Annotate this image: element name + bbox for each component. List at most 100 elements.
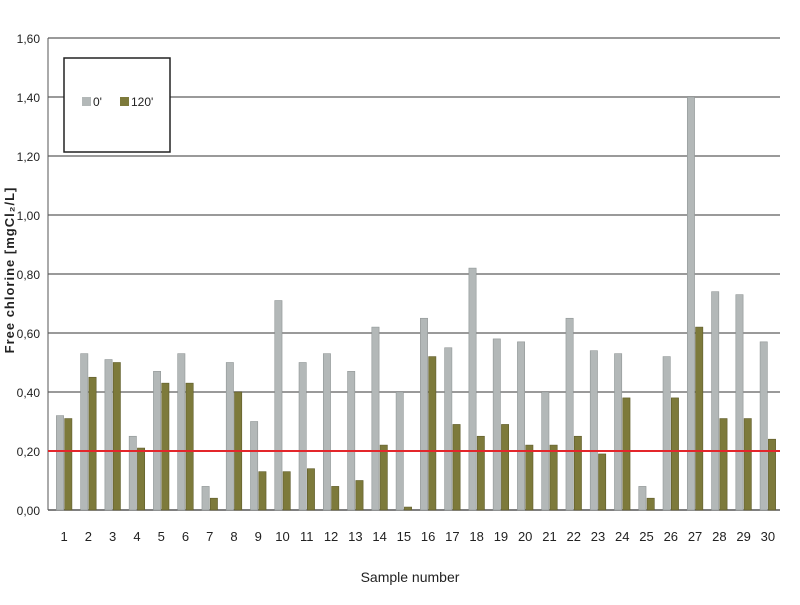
bar-s0-26 <box>662 356 671 511</box>
bar-s1-18 <box>476 435 485 511</box>
bar-s0-24 <box>614 353 623 511</box>
bar-s1-11 <box>306 468 315 511</box>
bar-s1-16 <box>428 356 437 511</box>
bar-s1-20 <box>525 444 534 511</box>
bar-s0-10 <box>274 300 283 511</box>
x-tick-label: 10 <box>275 529 289 544</box>
bar-s1-22 <box>573 435 582 511</box>
bar-s1-12 <box>331 486 340 511</box>
bar-s0-4 <box>128 435 137 511</box>
x-tick-label: 4 <box>133 529 140 544</box>
bar-s0-25 <box>638 486 647 511</box>
bar-s0-9 <box>250 421 259 511</box>
bar-s1-3 <box>112 362 121 511</box>
x-tick-label: 24 <box>615 529 629 544</box>
bar-s1-9 <box>258 471 267 511</box>
y-tick-label: 1,20 <box>17 150 41 164</box>
y-tick-label: 1,40 <box>17 91 41 105</box>
bar-s1-2 <box>88 376 97 511</box>
x-tick-labels: 1 2 3 4 5 6 7 8 9 10 11 12 13 14 15 16 17 18 19 20 21 22 23 24 2… <box>61 529 776 544</box>
bar-s0-28 <box>711 291 720 511</box>
x-tick-label: 13 <box>348 529 362 544</box>
x-tick-label: 28 <box>712 529 726 544</box>
bar-s1-14 <box>379 444 388 511</box>
y-tick-label: 0,80 <box>17 268 41 282</box>
x-tick-label: 16 <box>421 529 435 544</box>
bar-s0-6 <box>177 353 186 511</box>
legend-swatch-0 <box>82 97 91 106</box>
x-tick-label: 30 <box>761 529 775 544</box>
x-tick-label: 20 <box>518 529 532 544</box>
bar-s1-1 <box>64 418 73 511</box>
bar-s0-19 <box>492 338 501 511</box>
x-tick-label: 27 <box>688 529 702 544</box>
legend: 0' 120' <box>63 57 171 153</box>
x-tick-label: 1 <box>61 529 68 544</box>
bar-s0-14 <box>371 326 380 511</box>
bar-s0-13 <box>347 371 356 511</box>
bar-s1-10 <box>282 471 291 511</box>
bar-s1-25 <box>646 497 655 511</box>
legend-label-1: 120' <box>131 95 153 109</box>
bar-s1-28 <box>719 418 728 511</box>
x-tick-label: 8 <box>230 529 237 544</box>
x-tick-label: 22 <box>566 529 580 544</box>
bar-s1-13 <box>355 480 364 511</box>
bar-s0-8 <box>225 362 234 511</box>
bar-s1-19 <box>501 424 510 511</box>
y-tick-label: 0,20 <box>17 445 41 459</box>
bar-s0-7 <box>201 486 210 511</box>
y-axis-title: Free chlorine [mgCl₂/L] <box>2 187 17 354</box>
x-tick-label: 17 <box>445 529 459 544</box>
y-tick-labels: 0,00 0,20 0,40 0,60 0,80 1,00 1,20 1,40 1,60 <box>17 32 41 518</box>
legend-label-0: 0' <box>93 95 102 109</box>
legend-box <box>63 57 171 153</box>
bar-s1-27 <box>695 326 704 511</box>
bar-s1-26 <box>670 397 679 511</box>
bar-s0-2 <box>80 353 89 511</box>
bar-s1-15 <box>404 506 412 511</box>
bar-s0-23 <box>589 350 598 511</box>
bar-s0-3 <box>104 359 113 511</box>
x-tick-label: 7 <box>206 529 213 544</box>
bar-s1-7 <box>209 497 218 511</box>
x-tick-label: 12 <box>324 529 338 544</box>
x-tick-label: 19 <box>494 529 508 544</box>
bar-s1-6 <box>185 382 194 511</box>
bar-s0-16 <box>420 317 428 511</box>
x-tick-label: 3 <box>109 529 116 544</box>
y-tick-label: 1,00 <box>17 209 41 223</box>
bar-s1-23 <box>598 453 607 511</box>
bar-s0-29 <box>735 294 744 511</box>
x-tick-label: 18 <box>469 529 483 544</box>
x-tick-label: 2 <box>85 529 92 544</box>
bar-s0-12 <box>322 353 331 511</box>
y-tick-label: 0,00 <box>17 504 41 518</box>
x-tick-label: 26 <box>664 529 678 544</box>
y-tick-label: 0,60 <box>17 327 41 341</box>
bar-s1-4 <box>137 447 146 511</box>
x-tick-label: 6 <box>182 529 189 544</box>
y-tick-label: 0,40 <box>17 386 41 400</box>
bar-s0-1 <box>56 415 64 511</box>
x-tick-label: 5 <box>158 529 165 544</box>
x-tick-label: 21 <box>542 529 556 544</box>
bar-s1-30 <box>768 438 776 511</box>
bar-s1-17 <box>452 424 461 511</box>
x-axis-title: Sample number <box>361 569 460 585</box>
x-tick-label: 14 <box>372 529 386 544</box>
x-tick-label: 25 <box>639 529 653 544</box>
bar-s0-17 <box>444 347 453 511</box>
x-tick-label: 15 <box>397 529 411 544</box>
bar-s0-18 <box>468 267 477 511</box>
bar-s0-11 <box>298 362 307 511</box>
bar-s0-27 <box>686 96 695 511</box>
bars <box>56 96 776 511</box>
x-tick-label: 23 <box>591 529 605 544</box>
bar-s1-24 <box>622 397 631 511</box>
x-tick-label: 9 <box>255 529 262 544</box>
bar-s1-5 <box>161 382 170 511</box>
bar-s1-29 <box>743 418 752 511</box>
